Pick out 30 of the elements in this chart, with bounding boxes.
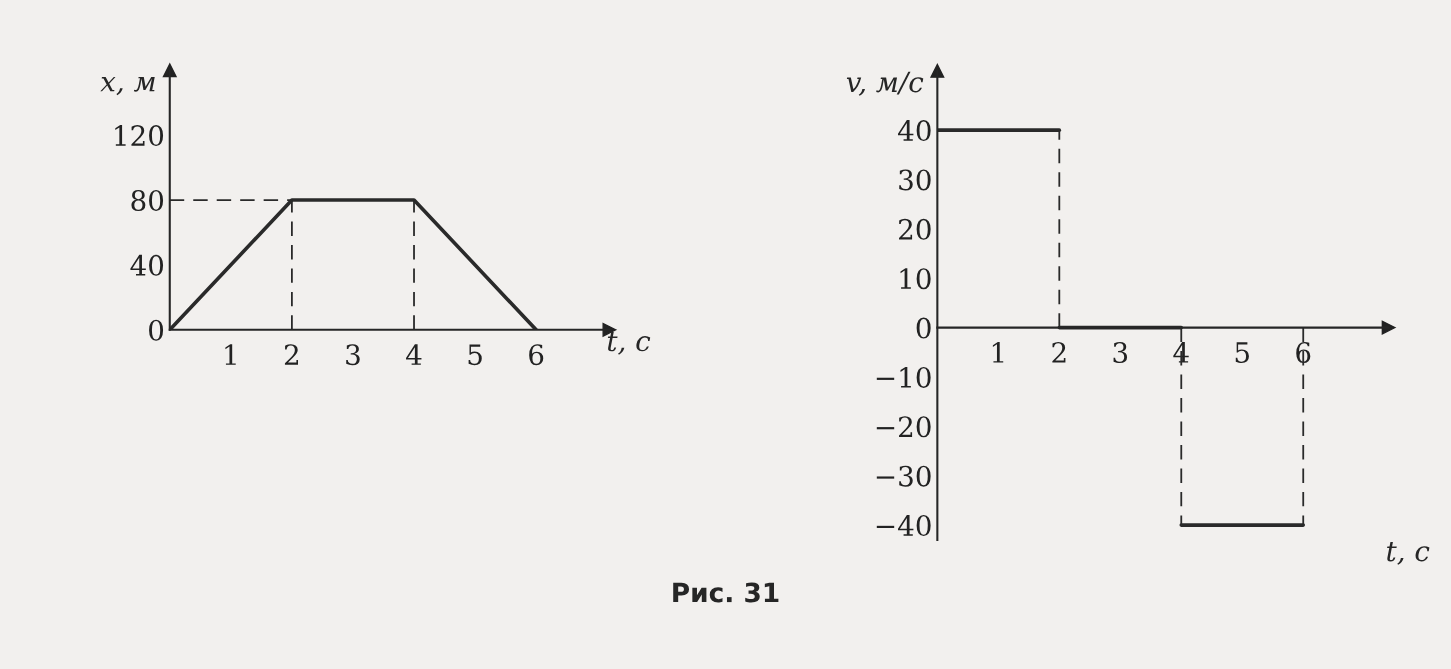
x-tick-label: 4: [406, 344, 422, 365]
y-tick-label: −40: [876, 515, 931, 537]
x-tick-label: 1: [992, 341, 1004, 363]
y-tick-label: 0: [149, 319, 164, 341]
y-tick-label: 120: [115, 125, 164, 147]
y-tick-label: 80: [131, 189, 164, 211]
x-tick-label: 6: [1296, 341, 1311, 363]
y-tick-label: 30: [899, 169, 931, 191]
x-tick-label: 3: [1113, 341, 1128, 363]
text: Рис. 31: [673, 582, 779, 603]
x-tick-label: 5: [1235, 342, 1249, 363]
y-tick-label: 40: [897, 120, 931, 142]
x-axis-title: t, с: [607, 332, 651, 355]
y-axis-title: x, м: [100, 76, 155, 96]
x-tick-label: 2: [1052, 341, 1066, 363]
y-tick-label: 40: [130, 254, 164, 276]
x-axis-title: t, с: [1387, 542, 1430, 565]
y-axis-title: v, м/с: [846, 71, 924, 96]
y-tick-label: −20: [876, 416, 931, 438]
x-tick-label: 2: [284, 344, 298, 365]
x-tick-label: 3: [346, 344, 360, 366]
x-tick-label: 5: [468, 344, 482, 366]
y-tick-label: 0: [916, 317, 931, 339]
x-tick-label: 1: [225, 344, 236, 365]
y-tick-label: −30: [876, 465, 931, 487]
y-tick-label: 20: [899, 218, 931, 240]
x-tick-label: 6: [529, 344, 544, 366]
x-tick-label: 4: [1173, 341, 1189, 363]
y-tick-label: −10: [876, 366, 931, 388]
y-tick-label: 10: [900, 268, 931, 290]
